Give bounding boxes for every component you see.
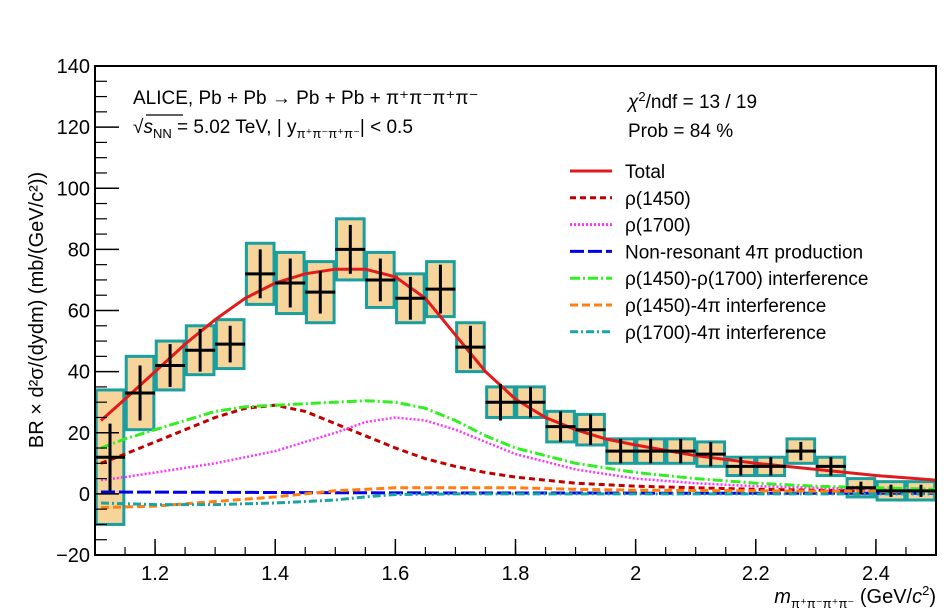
y-tick-label: 120	[57, 117, 90, 139]
legend-label: ρ(1450)-4π interference	[625, 296, 826, 317]
x-axis-label: mπ⁺π⁻π⁺π⁻ (GeV/c2)	[774, 583, 936, 611]
data-point	[125, 365, 156, 421]
x-tick-label: 2.2	[742, 563, 770, 585]
data-point	[545, 411, 576, 442]
legend-label: ρ(1700)	[625, 216, 691, 237]
x-tick-label: 1.2	[141, 563, 169, 585]
x-tick-label: 1.8	[502, 563, 530, 585]
data-point	[635, 438, 666, 464]
legend: Total ρ(1450) ρ(1700) Non-resonant 4π produ…	[570, 162, 868, 344]
data-point	[875, 484, 906, 497]
model-curves	[100, 267, 936, 510]
legend-label: ρ(1700)-4π interference	[625, 323, 826, 344]
data-point	[365, 258, 396, 302]
annotation-line2: √sNN = 5.02 TeV, | yπ⁺π⁻π⁺π⁻| < 0.5	[133, 117, 413, 141]
systematic-uncertainty-boxes	[95, 217, 936, 526]
data-point	[275, 258, 306, 308]
data-point	[515, 386, 546, 418]
data-point	[95, 423, 126, 491]
data-point	[605, 438, 636, 464]
y-tick-label: −20	[56, 545, 90, 567]
data-point	[815, 457, 846, 476]
data-point	[305, 270, 336, 314]
series-line	[100, 399, 936, 491]
y-tick-label: 80	[68, 239, 90, 261]
series-line	[100, 267, 936, 482]
data-point	[155, 344, 186, 387]
legend-label: Total	[625, 162, 665, 183]
data-point	[425, 264, 456, 314]
x-tick-label: 1.4	[261, 563, 289, 585]
chi2-label: χ2/ndf = 13 / 19	[626, 89, 757, 113]
data-point	[695, 441, 726, 467]
x-tick-label: 2	[630, 563, 641, 585]
data-point	[395, 276, 426, 320]
y-tick-label: 40	[68, 362, 90, 384]
data-point	[665, 438, 696, 464]
data-point	[335, 224, 366, 274]
data-point	[245, 249, 276, 299]
y-tick-label: 20	[68, 423, 90, 445]
data-point	[785, 441, 816, 461]
x-tick-label: 2.4	[862, 563, 890, 585]
data-points	[95, 224, 936, 497]
y-tick-label: 0	[79, 484, 90, 506]
data-point	[845, 481, 876, 494]
series-line	[100, 492, 936, 507]
y-axis-label: BR × d²σ/(dydm) (mb/(GeV/c²))	[26, 172, 48, 448]
data-point	[485, 383, 516, 421]
data-point	[575, 414, 606, 445]
y-tick-label: 140	[57, 56, 90, 78]
prob-label: Prob = 84 %	[628, 121, 733, 142]
data-point	[215, 325, 246, 363]
y-tick-label: 60	[68, 301, 90, 323]
x-tick-label: 1.6	[381, 563, 409, 585]
data-point	[755, 457, 786, 476]
y-tick-label: 100	[57, 178, 90, 200]
legend-label: ρ(1450)-ρ(1700) interference	[625, 269, 868, 290]
series-line	[100, 416, 936, 493]
axes: 1.2 1.4 1.6 1.8 2 2.2 2.4 −20 0 20 40 60 80 100 120 140	[56, 56, 937, 585]
series-line	[100, 486, 936, 510]
data-point	[905, 484, 936, 497]
legend-label: Non-resonant 4π production	[625, 242, 863, 263]
data-point	[725, 457, 756, 476]
annotation-line1: ALICE, Pb + Pb → Pb + Pb + π⁺π⁻π⁺π⁻	[133, 88, 479, 109]
legend-label: ρ(1450)	[625, 189, 691, 210]
data-point	[185, 328, 216, 372]
data-point	[455, 325, 486, 369]
